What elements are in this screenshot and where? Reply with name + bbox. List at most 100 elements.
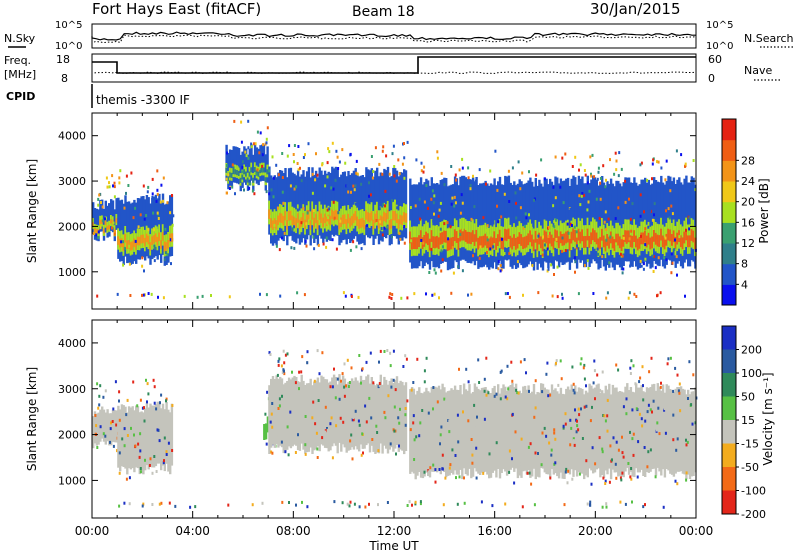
power-echo-cell — [284, 210, 287, 221]
velocity-echo-cell — [381, 384, 384, 454]
power-speckle — [418, 197, 421, 201]
velocity-speckle — [554, 461, 557, 465]
power-speckle — [241, 170, 244, 174]
velocity-speckle — [603, 414, 606, 418]
velocity-speckle — [508, 449, 511, 453]
power-echo-cell — [672, 230, 676, 243]
velocity-echo-cell — [559, 387, 563, 473]
power-echo-cell — [654, 180, 658, 264]
power-echo-cell — [647, 232, 650, 245]
power-echo-cell — [572, 175, 575, 260]
power-speckle — [341, 148, 344, 152]
velocity-speckle — [281, 371, 284, 375]
power-echo-cell — [428, 238, 432, 251]
power-echo-cell — [443, 230, 446, 243]
velocity-speckle — [638, 412, 641, 416]
power-echo-cell — [246, 177, 250, 183]
velocity-echo-cell — [683, 389, 686, 475]
velocity-speckle — [493, 394, 496, 398]
power-echo-cell — [602, 182, 606, 267]
velocity-speckle — [624, 502, 627, 506]
power-speckle — [684, 164, 686, 168]
power-echo-cell — [635, 182, 638, 267]
velocity-echo-cell — [644, 392, 647, 477]
power-speckle — [392, 144, 395, 148]
power-echo-cell — [557, 183, 561, 268]
power-speckle — [252, 142, 255, 146]
velocity-speckle — [96, 446, 99, 449]
velocity-xtick-label: 08:00 — [276, 524, 311, 538]
power-echo-cell — [468, 179, 471, 263]
power-speckle — [521, 171, 524, 175]
power-echo-cell — [473, 234, 477, 246]
power-echo-cell — [538, 179, 541, 264]
power-speckle — [321, 163, 324, 167]
velocity-echo-cell — [133, 410, 136, 473]
velocity-echo-cell — [295, 377, 298, 446]
power-echo-cell — [377, 219, 381, 229]
power-speckle — [281, 176, 284, 179]
velocity-speckle — [147, 451, 150, 455]
velocity-speckle — [457, 440, 460, 444]
power-speckle — [446, 221, 449, 225]
power-echo-cell — [381, 173, 384, 242]
velocity-echo-cell — [493, 385, 496, 471]
velocity-echo-cell — [437, 385, 441, 471]
power-echo-cell — [636, 238, 640, 251]
velocity-speckle — [147, 392, 150, 396]
power-speckle — [599, 176, 602, 180]
velocity-speckle — [575, 430, 578, 434]
power-echo-cell — [482, 182, 485, 267]
velocity-speckle — [316, 447, 319, 451]
velocity-speckle — [519, 360, 522, 364]
velocity-echo-cell — [579, 388, 582, 473]
velocity-speckle — [585, 459, 588, 463]
power-echo-cell — [593, 230, 597, 242]
velocity-speckle — [316, 456, 319, 459]
power-echo-cell — [443, 177, 446, 262]
velocity-echo-cell — [111, 409, 115, 442]
velocity-speckle — [434, 468, 437, 472]
power-speckle — [393, 174, 396, 178]
power-speckle — [430, 247, 433, 251]
power-colorbar-segment — [722, 201, 736, 223]
power-speckle — [598, 217, 601, 220]
power-speckle — [605, 238, 608, 242]
power-speckle — [460, 193, 463, 197]
velocity-speckle — [518, 405, 521, 409]
velocity-speckle — [335, 424, 338, 428]
velocity-speckle — [471, 461, 474, 465]
power-speckle — [228, 187, 231, 190]
velocity-speckle — [534, 379, 537, 383]
power-speckle — [621, 254, 624, 258]
power-echo-cell — [498, 229, 502, 242]
velocity-speckle — [137, 442, 140, 446]
power-speckle — [443, 183, 446, 187]
power-colorbar-label: Power [dB] — [757, 178, 771, 243]
velocity-speckle — [128, 476, 131, 480]
velocity-speckle — [572, 439, 575, 443]
power-echo-cell — [414, 184, 417, 269]
velocity-speckle — [483, 417, 486, 421]
velocity-echo-cell — [669, 389, 672, 474]
power-echo-cell — [343, 171, 347, 240]
power-echo-cell — [500, 237, 503, 249]
power-speckle — [210, 294, 212, 297]
velocity-speckle — [123, 427, 126, 431]
velocity-colorbar-tick-label: 50 — [741, 391, 755, 404]
velocity-echo-cell — [509, 385, 512, 470]
power-speckle — [95, 233, 98, 237]
power-echo-cell — [665, 233, 668, 246]
power-speckle — [108, 181, 110, 185]
power-echo-cell — [311, 210, 314, 220]
velocity-echo-cell — [620, 391, 624, 477]
velocity-echo-cell — [645, 387, 649, 472]
power-ytick-label: 3000 — [58, 175, 86, 188]
power-echo-cell — [484, 233, 487, 246]
velocity-speckle — [165, 453, 168, 456]
velocity-speckle — [485, 356, 488, 360]
velocity-echo-cell — [359, 375, 363, 445]
velocity-echo-cell — [522, 386, 525, 472]
power-echo-cell — [295, 218, 298, 228]
